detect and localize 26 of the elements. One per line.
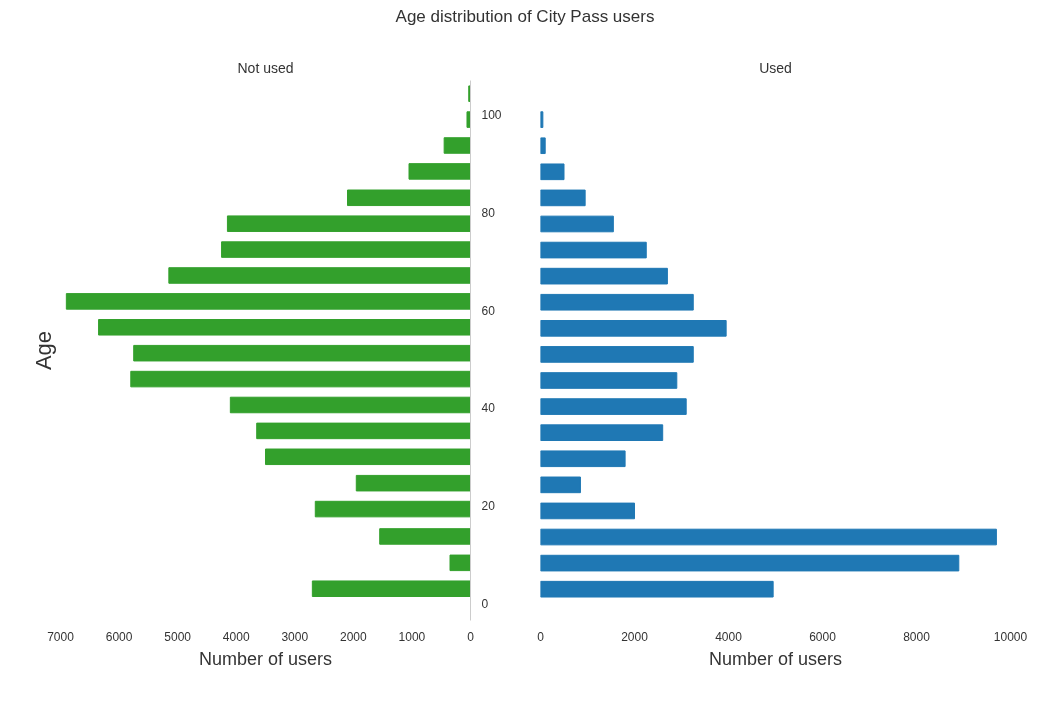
- x-tick-label: 8000: [903, 629, 931, 644]
- x-tick-label: 10000: [993, 629, 1028, 644]
- x-tick-label: 6000: [809, 629, 837, 644]
- x-tick-label: 2000: [340, 629, 368, 644]
- x-tick-label: 0: [467, 629, 475, 644]
- y-tick-label: 0: [481, 596, 489, 611]
- y-tick-label: 80: [481, 205, 496, 220]
- x-tick-label: 7000: [47, 629, 75, 644]
- x-tick-label: 5000: [164, 629, 192, 644]
- x-tick-label: 6000: [105, 629, 133, 644]
- text: Age distribution of City Pass users: [395, 6, 655, 28]
- x-tick-label: 1000: [398, 629, 426, 644]
- chart-subtitle: Not used: [237, 59, 294, 76]
- y-axis-title: Age: [30, 330, 56, 371]
- chart-subtitle: Used: [759, 59, 792, 76]
- y-tick-label: 40: [481, 401, 496, 416]
- y-tick-label: 100: [481, 108, 502, 123]
- x-tick-label: 3000: [281, 629, 309, 644]
- y-tick-label: 20: [481, 499, 496, 514]
- y-tick-label: 60: [481, 303, 496, 318]
- x-axis-title: Number of users: [708, 648, 843, 669]
- x-axis-title: Number of users: [198, 648, 333, 669]
- x-tick-label: 4000: [715, 629, 743, 644]
- x-tick-label: 0: [537, 629, 545, 644]
- x-tick-label: 2000: [621, 629, 649, 644]
- x-tick-label: 4000: [222, 629, 250, 644]
